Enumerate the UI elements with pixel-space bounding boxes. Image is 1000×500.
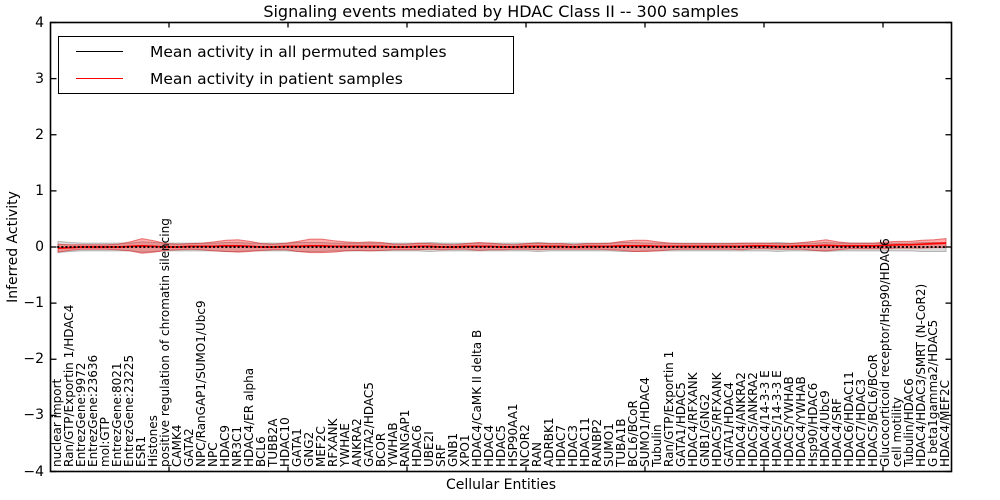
- legend: Mean activity in all permuted samples Me…: [58, 36, 514, 94]
- y-tick-label: 0: [35, 239, 44, 255]
- y-tick-label: 3: [35, 70, 44, 87]
- legend-line-swatch-patient: [76, 78, 123, 79]
- legend-item-patient: Mean activity in patient samples: [59, 65, 513, 92]
- legend-line-swatch-permuted: [76, 51, 123, 52]
- y-tick-label: −3: [23, 407, 44, 424]
- y-tick-label: −2: [23, 351, 44, 368]
- legend-label-patient: Mean activity in patient samples: [150, 69, 403, 88]
- x-tick-label: HDAC4/MEF2C: [938, 380, 952, 467]
- y-tick-label: 2: [35, 126, 44, 143]
- y-tick-label: 1: [35, 182, 44, 199]
- legend-label-permuted: Mean activity in all permuted samples: [150, 42, 447, 61]
- y-tick-label: 4: [35, 14, 44, 31]
- chart-title: Signaling events mediated by HDAC Class …: [263, 2, 739, 21]
- x-axis-label: Cellular Entities: [445, 477, 557, 493]
- y-tick-label: −1: [23, 295, 44, 312]
- y-tick-label: −4: [23, 463, 44, 480]
- legend-item-permuted: Mean activity in all permuted samples: [59, 38, 513, 65]
